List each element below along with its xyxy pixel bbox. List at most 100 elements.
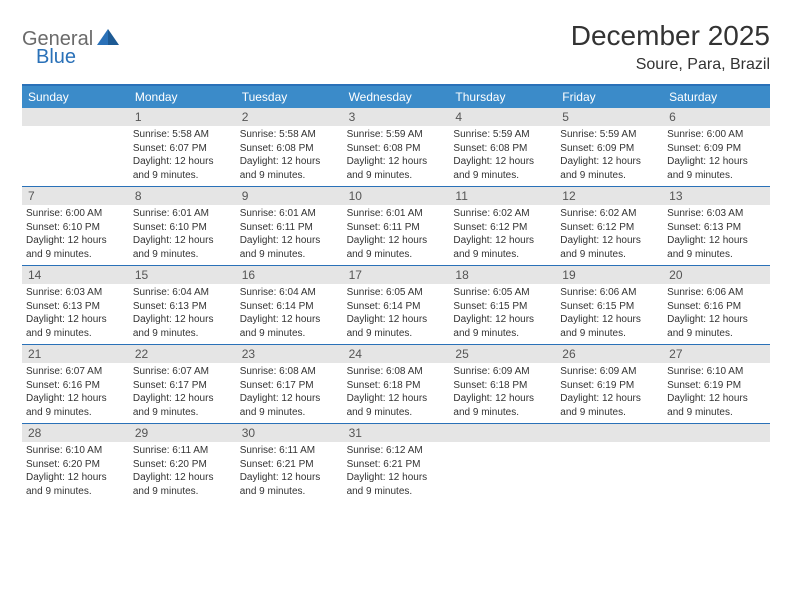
- sunset-text: Sunset: 6:16 PM: [26, 379, 125, 393]
- day-body: Sunrise: 5:59 AMSunset: 6:08 PMDaylight:…: [343, 126, 450, 186]
- logo-triangle-icon: [97, 29, 119, 50]
- day-body: Sunrise: 6:11 AMSunset: 6:21 PMDaylight:…: [236, 442, 343, 502]
- daylight-text: Daylight: 12 hours and 9 minutes.: [453, 392, 552, 419]
- calendar-page: General December 2025 Soure, Para, Brazi…: [0, 0, 792, 522]
- day-body: Sunrise: 6:06 AMSunset: 6:16 PMDaylight:…: [663, 284, 770, 344]
- weeks-container: 1Sunrise: 5:58 AMSunset: 6:07 PMDaylight…: [22, 108, 770, 502]
- day-body: Sunrise: 6:12 AMSunset: 6:21 PMDaylight:…: [343, 442, 450, 502]
- day-body: Sunrise: 6:03 AMSunset: 6:13 PMDaylight:…: [663, 205, 770, 265]
- day-cell: 5Sunrise: 5:59 AMSunset: 6:09 PMDaylight…: [556, 108, 663, 186]
- day-cell: 29Sunrise: 6:11 AMSunset: 6:20 PMDayligh…: [129, 424, 236, 502]
- sunrise-text: Sunrise: 5:58 AM: [133, 128, 232, 142]
- sunrise-text: Sunrise: 6:00 AM: [26, 207, 125, 221]
- day-number-empty: [556, 424, 663, 442]
- day-body: Sunrise: 6:04 AMSunset: 6:14 PMDaylight:…: [236, 284, 343, 344]
- day-body: Sunrise: 6:08 AMSunset: 6:17 PMDaylight:…: [236, 363, 343, 423]
- sunset-text: Sunset: 6:21 PM: [347, 458, 446, 472]
- day-number: 9: [236, 187, 343, 205]
- day-cell: 28Sunrise: 6:10 AMSunset: 6:20 PMDayligh…: [22, 424, 129, 502]
- sunset-text: Sunset: 6:20 PM: [26, 458, 125, 472]
- day-number: 29: [129, 424, 236, 442]
- day-number: 24: [343, 345, 450, 363]
- day-body: Sunrise: 6:01 AMSunset: 6:10 PMDaylight:…: [129, 205, 236, 265]
- day-header-fri: Friday: [556, 86, 663, 108]
- sunrise-text: Sunrise: 6:11 AM: [240, 444, 339, 458]
- daylight-text: Daylight: 12 hours and 9 minutes.: [667, 313, 766, 340]
- daylight-text: Daylight: 12 hours and 9 minutes.: [347, 392, 446, 419]
- day-cell: 24Sunrise: 6:08 AMSunset: 6:18 PMDayligh…: [343, 345, 450, 423]
- day-cell: 4Sunrise: 5:59 AMSunset: 6:08 PMDaylight…: [449, 108, 556, 186]
- sunrise-text: Sunrise: 6:01 AM: [133, 207, 232, 221]
- sunset-text: Sunset: 6:19 PM: [667, 379, 766, 393]
- daylight-text: Daylight: 12 hours and 9 minutes.: [26, 471, 125, 498]
- day-header-tue: Tuesday: [236, 86, 343, 108]
- sunset-text: Sunset: 6:17 PM: [240, 379, 339, 393]
- daylight-text: Daylight: 12 hours and 9 minutes.: [453, 234, 552, 261]
- day-cell: 3Sunrise: 5:59 AMSunset: 6:08 PMDaylight…: [343, 108, 450, 186]
- sunset-text: Sunset: 6:20 PM: [133, 458, 232, 472]
- day-cell: 10Sunrise: 6:01 AMSunset: 6:11 PMDayligh…: [343, 187, 450, 265]
- sunset-text: Sunset: 6:14 PM: [347, 300, 446, 314]
- week-row: 7Sunrise: 6:00 AMSunset: 6:10 PMDaylight…: [22, 187, 770, 266]
- day-cell: 20Sunrise: 6:06 AMSunset: 6:16 PMDayligh…: [663, 266, 770, 344]
- day-cell: 19Sunrise: 6:06 AMSunset: 6:15 PMDayligh…: [556, 266, 663, 344]
- day-body: Sunrise: 6:05 AMSunset: 6:15 PMDaylight:…: [449, 284, 556, 344]
- daylight-text: Daylight: 12 hours and 9 minutes.: [133, 471, 232, 498]
- day-cell: 30Sunrise: 6:11 AMSunset: 6:21 PMDayligh…: [236, 424, 343, 502]
- sunrise-text: Sunrise: 6:01 AM: [347, 207, 446, 221]
- day-number: 11: [449, 187, 556, 205]
- daylight-text: Daylight: 12 hours and 9 minutes.: [667, 392, 766, 419]
- daylight-text: Daylight: 12 hours and 9 minutes.: [133, 234, 232, 261]
- day-body: Sunrise: 6:11 AMSunset: 6:20 PMDaylight:…: [129, 442, 236, 502]
- sunrise-text: Sunrise: 6:07 AM: [26, 365, 125, 379]
- day-body: Sunrise: 6:02 AMSunset: 6:12 PMDaylight:…: [556, 205, 663, 265]
- day-body: Sunrise: 6:04 AMSunset: 6:13 PMDaylight:…: [129, 284, 236, 344]
- day-number: 20: [663, 266, 770, 284]
- daylight-text: Daylight: 12 hours and 9 minutes.: [133, 155, 232, 182]
- day-header-mon: Monday: [129, 86, 236, 108]
- day-number: 16: [236, 266, 343, 284]
- day-number: 22: [129, 345, 236, 363]
- day-number-empty: [663, 424, 770, 442]
- sunrise-text: Sunrise: 6:04 AM: [133, 286, 232, 300]
- sunset-text: Sunset: 6:07 PM: [133, 142, 232, 156]
- day-header-sun: Sunday: [22, 86, 129, 108]
- day-body: Sunrise: 6:07 AMSunset: 6:17 PMDaylight:…: [129, 363, 236, 423]
- day-number: 1: [129, 108, 236, 126]
- day-number: 23: [236, 345, 343, 363]
- day-cell: 12Sunrise: 6:02 AMSunset: 6:12 PMDayligh…: [556, 187, 663, 265]
- day-cell: 23Sunrise: 6:08 AMSunset: 6:17 PMDayligh…: [236, 345, 343, 423]
- day-number: 5: [556, 108, 663, 126]
- day-body: Sunrise: 6:09 AMSunset: 6:18 PMDaylight:…: [449, 363, 556, 423]
- sunset-text: Sunset: 6:18 PM: [347, 379, 446, 393]
- sunset-text: Sunset: 6:21 PM: [240, 458, 339, 472]
- sunset-text: Sunset: 6:18 PM: [453, 379, 552, 393]
- day-number: 21: [22, 345, 129, 363]
- day-cell: 31Sunrise: 6:12 AMSunset: 6:21 PMDayligh…: [343, 424, 450, 502]
- day-body: Sunrise: 6:01 AMSunset: 6:11 PMDaylight:…: [343, 205, 450, 265]
- day-number: 25: [449, 345, 556, 363]
- sunrise-text: Sunrise: 5:58 AM: [240, 128, 339, 142]
- daylight-text: Daylight: 12 hours and 9 minutes.: [240, 392, 339, 419]
- day-number: 31: [343, 424, 450, 442]
- week-row: 1Sunrise: 5:58 AMSunset: 6:07 PMDaylight…: [22, 108, 770, 187]
- daylight-text: Daylight: 12 hours and 9 minutes.: [240, 313, 339, 340]
- day-cell: 27Sunrise: 6:10 AMSunset: 6:19 PMDayligh…: [663, 345, 770, 423]
- sunrise-text: Sunrise: 6:05 AM: [347, 286, 446, 300]
- day-number: 8: [129, 187, 236, 205]
- day-cell: 25Sunrise: 6:09 AMSunset: 6:18 PMDayligh…: [449, 345, 556, 423]
- sunrise-text: Sunrise: 5:59 AM: [347, 128, 446, 142]
- day-cell: 22Sunrise: 6:07 AMSunset: 6:17 PMDayligh…: [129, 345, 236, 423]
- day-header-row: Sunday Monday Tuesday Wednesday Thursday…: [22, 86, 770, 108]
- daylight-text: Daylight: 12 hours and 9 minutes.: [347, 155, 446, 182]
- daylight-text: Daylight: 12 hours and 9 minutes.: [560, 392, 659, 419]
- day-body: Sunrise: 6:08 AMSunset: 6:18 PMDaylight:…: [343, 363, 450, 423]
- sunrise-text: Sunrise: 6:02 AM: [453, 207, 552, 221]
- day-body: Sunrise: 6:09 AMSunset: 6:19 PMDaylight:…: [556, 363, 663, 423]
- day-cell: [449, 424, 556, 502]
- day-number: 19: [556, 266, 663, 284]
- sunset-text: Sunset: 6:08 PM: [240, 142, 339, 156]
- day-number: 6: [663, 108, 770, 126]
- sunrise-text: Sunrise: 6:05 AM: [453, 286, 552, 300]
- day-cell: 18Sunrise: 6:05 AMSunset: 6:15 PMDayligh…: [449, 266, 556, 344]
